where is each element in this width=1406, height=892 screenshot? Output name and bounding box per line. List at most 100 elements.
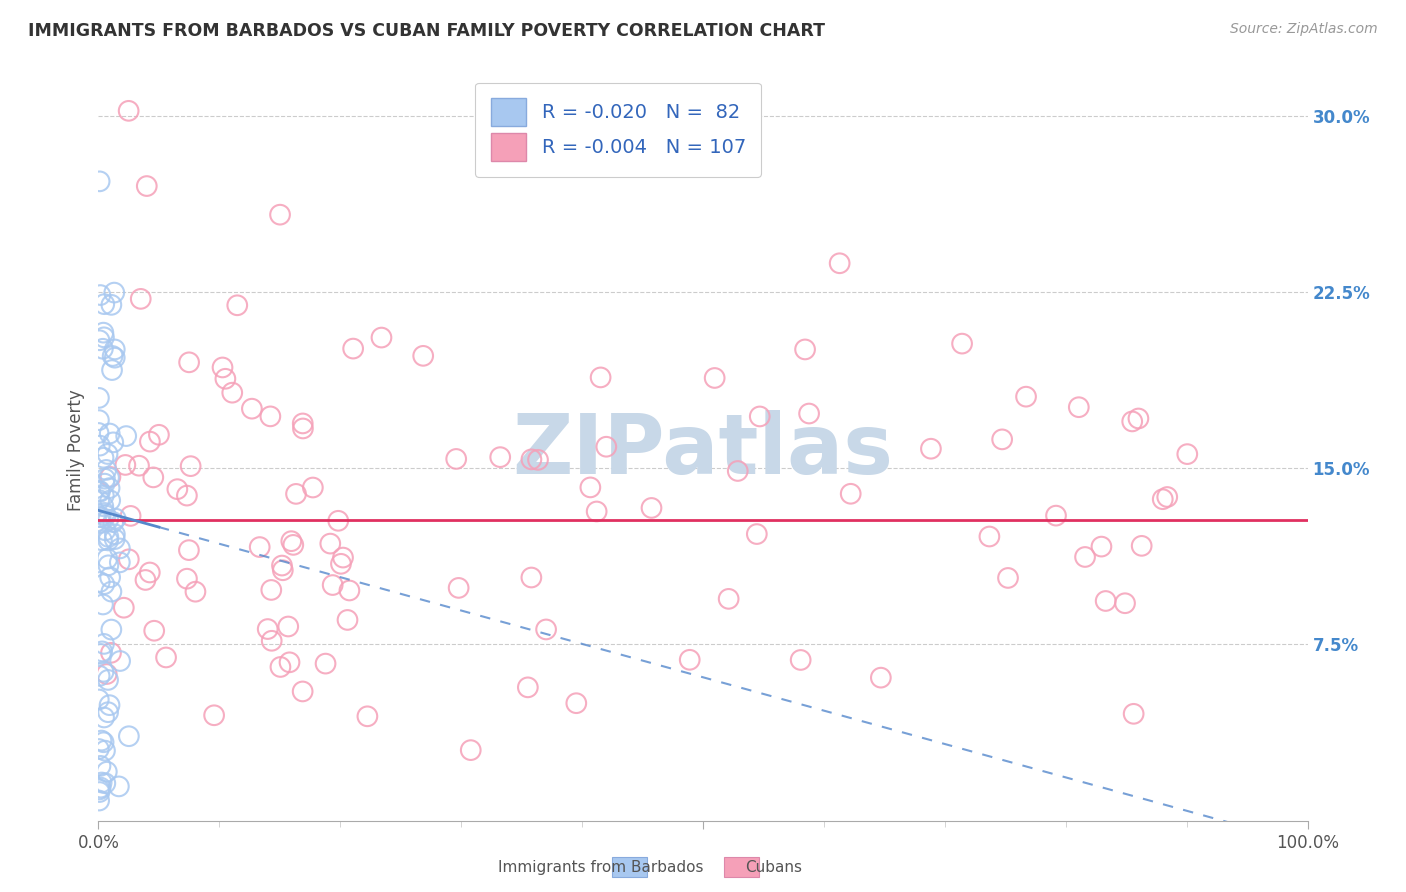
Point [89, 785, 111, 799]
Legend: R = -0.020   N =  82, R = -0.004   N = 107: R = -0.020 N = 82, R = -0.004 N = 107 [475, 83, 761, 177]
Point [176, 489, 198, 503]
Point [98, 426, 121, 441]
Point [277, 619, 299, 633]
Point [93, 326, 115, 340]
Point [100, 646, 122, 660]
Point [221, 385, 243, 400]
Point [104, 532, 127, 546]
Point [322, 578, 344, 592]
Point [91, 499, 114, 513]
Point [93, 450, 115, 465]
Point [104, 511, 127, 525]
Text: Cubans: Cubans [745, 860, 803, 874]
Point [339, 583, 361, 598]
Point [90, 533, 112, 548]
Point [93, 506, 115, 520]
Point [93, 330, 115, 344]
Point [96, 463, 118, 477]
Point [332, 550, 354, 565]
Point [104, 343, 127, 357]
Point [1175, 447, 1198, 461]
Point [226, 298, 249, 312]
Point [520, 570, 543, 584]
Point [148, 427, 170, 442]
Point [291, 421, 314, 435]
Point [97, 673, 120, 687]
Point [108, 555, 131, 569]
Point [534, 623, 557, 637]
Point [134, 573, 156, 587]
Point [98, 470, 121, 484]
Point [444, 452, 467, 467]
Point [96, 551, 118, 566]
Point [143, 624, 166, 638]
Point [291, 684, 314, 698]
Point [89, 759, 111, 773]
Point [979, 529, 1001, 543]
Point [920, 442, 942, 456]
Point [176, 572, 198, 586]
Point [269, 660, 291, 674]
Point [679, 653, 702, 667]
Point [120, 508, 142, 523]
Text: Immigrants from Barbados: Immigrants from Barbados [498, 860, 703, 874]
Point [94, 508, 117, 523]
Point [839, 487, 862, 501]
Text: ZIPatlas: ZIPatlas [513, 410, 893, 491]
Point [90, 780, 112, 795]
Point [91, 644, 114, 658]
Point [128, 458, 150, 473]
Point [118, 103, 141, 118]
Point [285, 487, 308, 501]
Point [87, 391, 110, 405]
Point [370, 330, 392, 344]
Point [447, 581, 470, 595]
Y-axis label: Family Poverty: Family Poverty [66, 390, 84, 511]
Point [115, 429, 138, 443]
Point [520, 452, 543, 467]
Point [108, 541, 131, 556]
Point [93, 735, 115, 749]
Point [87, 742, 110, 756]
Point [135, 179, 157, 194]
Point [98, 481, 121, 495]
Point [94, 744, 117, 758]
Point [100, 470, 122, 484]
Point [108, 654, 131, 668]
Point [118, 552, 141, 566]
Point [330, 557, 353, 571]
Point [97, 705, 120, 719]
Point [91, 598, 114, 612]
Point [249, 540, 271, 554]
Point [89, 793, 111, 807]
Point [129, 292, 152, 306]
Point [139, 434, 162, 449]
Point [579, 480, 602, 494]
Point [302, 481, 325, 495]
Point [100, 298, 122, 312]
Point [89, 288, 111, 302]
Point [90, 733, 112, 747]
Point [180, 459, 202, 474]
Point [101, 363, 124, 377]
Point [1114, 596, 1136, 610]
Point [97, 513, 120, 527]
Point [87, 692, 110, 706]
Point [1130, 539, 1153, 553]
Point [108, 780, 131, 794]
Point [93, 577, 115, 591]
Point [94, 472, 117, 486]
Point [1156, 490, 1178, 504]
Point [1074, 549, 1097, 564]
Point [259, 409, 281, 424]
Point [100, 584, 122, 599]
Point [278, 656, 301, 670]
Point [166, 482, 188, 496]
Point [90, 647, 112, 661]
Point [90, 516, 112, 530]
Point [91, 342, 114, 356]
Point [412, 349, 434, 363]
Point [460, 743, 482, 757]
Point [98, 493, 121, 508]
Point [727, 464, 749, 478]
